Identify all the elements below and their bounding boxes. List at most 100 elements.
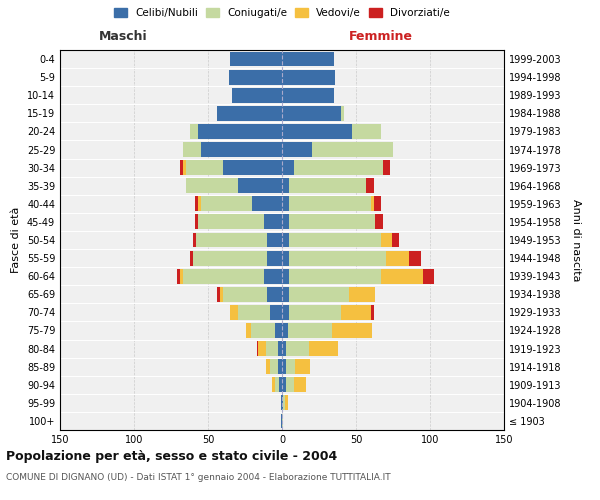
Bar [264,269,282,283]
Bar [422,269,434,283]
Bar [282,341,286,356]
Bar [341,106,344,121]
Bar [282,70,335,84]
Bar [266,359,270,374]
Bar [381,232,392,248]
Bar [238,305,270,320]
Bar [282,88,334,102]
Bar [278,341,282,356]
Bar [281,396,282,410]
Bar [285,396,288,410]
Bar [232,88,282,102]
Text: Femmine: Femmine [349,30,413,43]
Bar [332,323,372,338]
Bar [282,414,283,428]
Bar [177,269,180,283]
Bar [183,142,200,157]
Bar [180,269,183,283]
Bar [282,396,283,410]
Bar [270,305,282,320]
Bar [341,305,371,320]
Bar [267,232,282,248]
Bar [247,323,251,338]
Bar [200,142,282,157]
Text: Popolazione per età, sesso e stato civile - 2004: Popolazione per età, sesso e stato civil… [6,450,337,463]
Bar [282,52,334,66]
Bar [200,196,253,211]
Bar [294,378,305,392]
Bar [409,250,421,266]
Bar [279,378,282,392]
Bar [308,341,338,356]
Bar [267,250,282,266]
Bar [197,214,264,230]
Bar [194,196,197,211]
Bar [349,287,375,302]
Legend: Celibi/Nubili, Coniugati/e, Vedovi/e, Divorziati/e: Celibi/Nubili, Coniugati/e, Vedovi/e, Di… [114,8,450,18]
Bar [282,106,341,121]
Y-axis label: Anni di nascita: Anni di nascita [571,198,581,281]
Bar [282,378,286,392]
Bar [381,269,422,283]
Bar [278,359,282,374]
Bar [264,214,282,230]
Bar [311,142,393,157]
Bar [282,160,294,175]
Bar [270,359,278,374]
Bar [289,214,375,230]
Bar [281,414,282,428]
Bar [223,160,282,175]
Bar [352,124,381,139]
Bar [288,323,332,338]
Bar [186,160,223,175]
Bar [282,196,289,211]
Bar [294,160,383,175]
Bar [289,196,371,211]
Bar [289,178,367,193]
Bar [383,160,390,175]
Bar [286,378,294,392]
Bar [282,142,311,157]
Bar [282,305,289,320]
Bar [253,196,282,211]
Bar [275,378,279,392]
Bar [367,178,374,193]
Bar [282,359,286,374]
Bar [371,305,374,320]
Bar [251,323,275,338]
Bar [282,323,288,338]
Bar [295,359,310,374]
Bar [275,323,282,338]
Bar [196,232,267,248]
Bar [375,214,383,230]
Bar [259,341,266,356]
Bar [183,160,186,175]
Bar [282,124,352,139]
Bar [282,287,289,302]
Bar [230,305,238,320]
Bar [223,287,267,302]
Bar [289,287,349,302]
Bar [282,178,289,193]
Bar [286,341,308,356]
Bar [193,232,196,248]
Bar [282,250,289,266]
Bar [267,287,282,302]
Bar [289,232,381,248]
Bar [229,70,282,84]
Bar [374,196,381,211]
Bar [386,250,409,266]
Bar [180,160,183,175]
Bar [190,124,197,139]
Text: Maschi: Maschi [98,30,148,43]
Bar [282,269,289,283]
Bar [197,196,200,211]
Bar [230,52,282,66]
Text: COMUNE DI DIGNANO (UD) - Dati ISTAT 1° gennaio 2004 - Elaborazione TUTTITALIA.IT: COMUNE DI DIGNANO (UD) - Dati ISTAT 1° g… [6,472,391,482]
Bar [190,250,193,266]
Bar [197,124,282,139]
Bar [282,232,289,248]
Bar [282,214,289,230]
Bar [272,378,275,392]
Bar [371,196,374,211]
